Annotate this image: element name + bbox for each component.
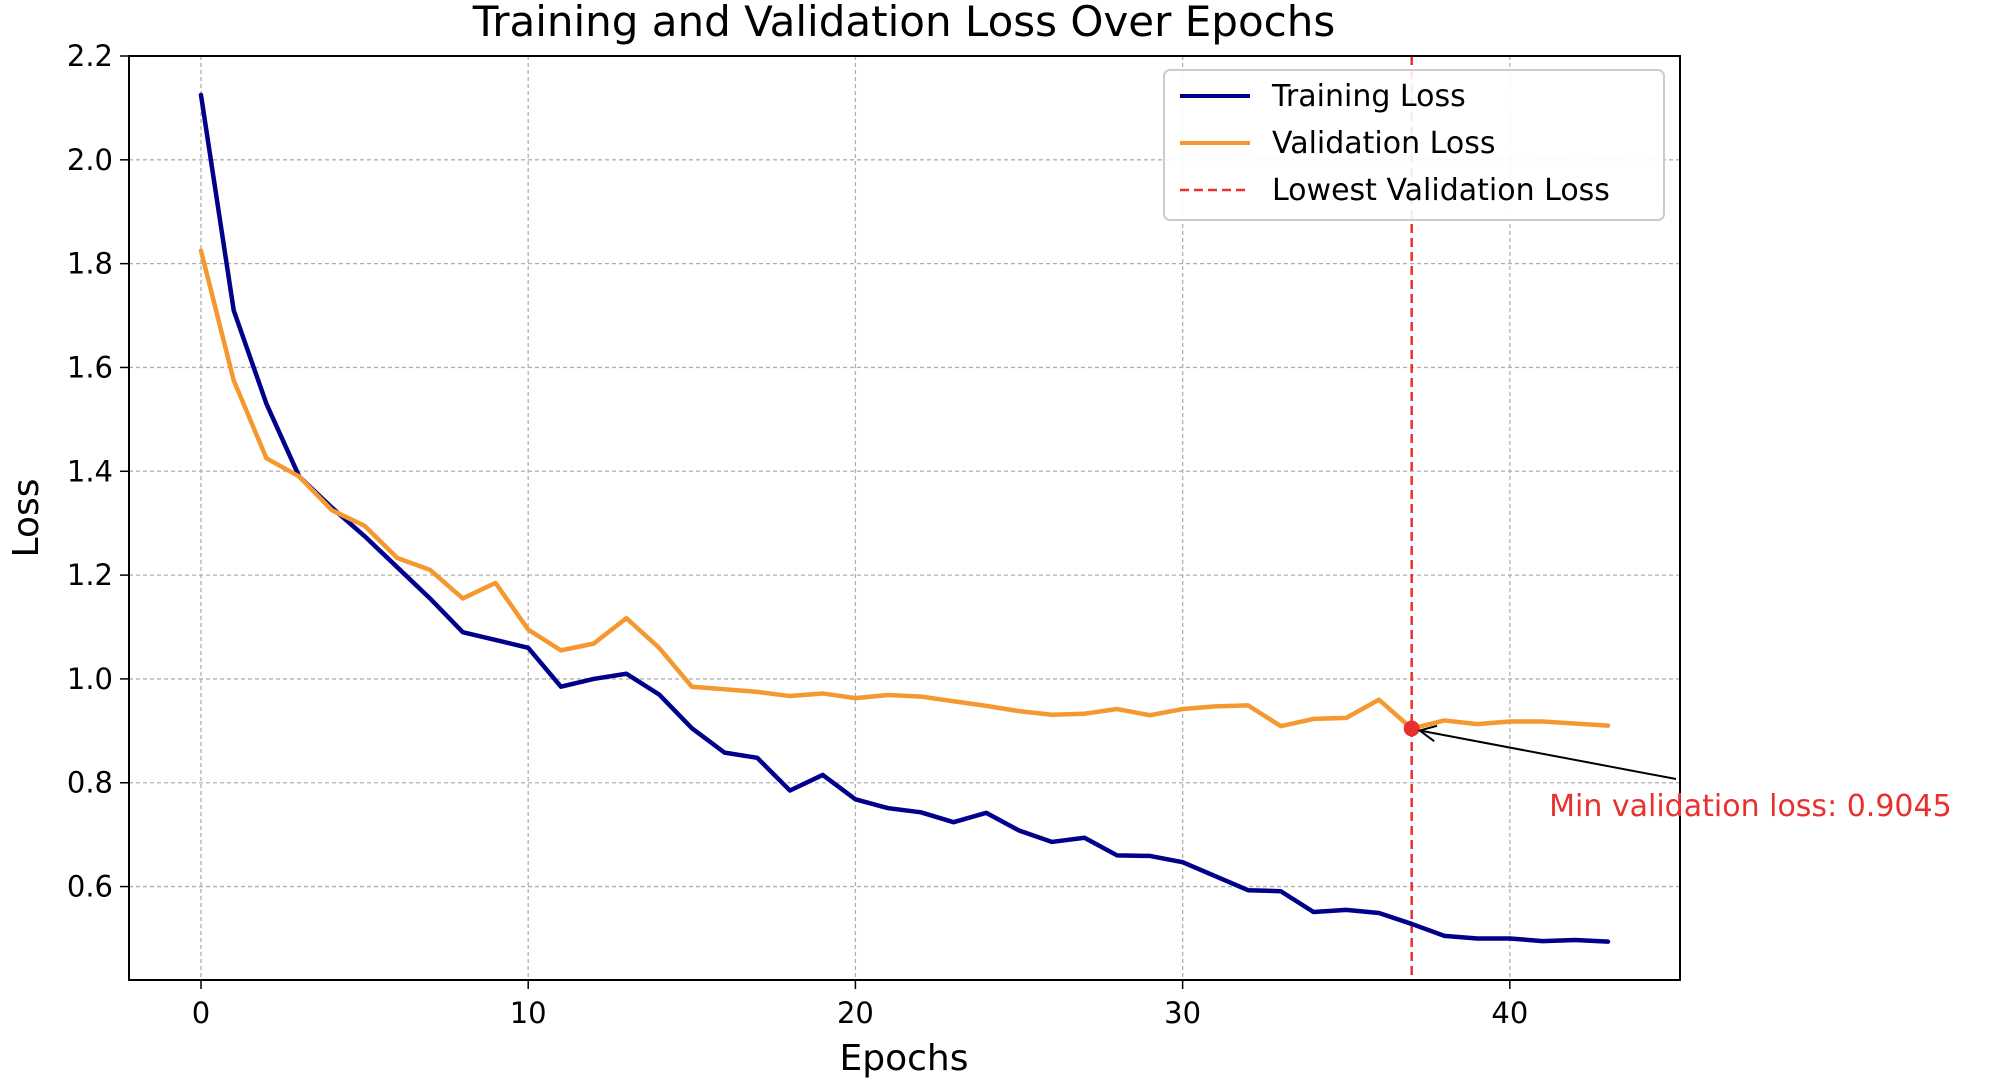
legend: Training Loss Validation Loss Lowest Val…: [1163, 69, 1665, 221]
x-axis-label: Epochs: [840, 1038, 969, 1079]
chart-title: Training and Validation Loss Over Epochs: [472, 0, 1336, 46]
annotation-arrow-shaft: [1419, 729, 1677, 780]
y-tick-label: 1.8: [67, 247, 113, 281]
y-tick-label: 2.2: [67, 39, 113, 73]
annotation-arrow-head: [1417, 724, 1438, 743]
legend-label-training-loss: Training Loss: [1271, 79, 1466, 114]
y-tick-label: 1.6: [67, 350, 113, 384]
plot-area-frame: [128, 55, 1681, 981]
annotation-layer: [1403, 720, 1677, 780]
y-tick-label: 2.0: [67, 143, 113, 177]
series-layer: [198, 92, 1611, 944]
y-tick-label: 1.0: [67, 662, 113, 696]
annotation-text: Min validation loss: 0.9045: [1549, 789, 1952, 824]
x-tick-label: 40: [1491, 996, 1528, 1030]
legend-label-validation-loss: Validation Loss: [1272, 126, 1495, 161]
x-tick-label: 10: [510, 996, 547, 1030]
y-tick-label: 1.4: [67, 454, 113, 488]
x-tick-label: 0: [192, 996, 210, 1030]
y-axis-label: Loss: [6, 479, 47, 558]
x-tick-label: 20: [837, 996, 874, 1030]
series-line-validation-loss: [198, 248, 1611, 731]
x-tick-label: 30: [1164, 996, 1201, 1030]
y-tick-label: 0.8: [67, 766, 113, 800]
y-tick-label: 0.6: [67, 870, 113, 904]
series-line-training-loss: [198, 92, 1611, 944]
legend-box: [1163, 69, 1665, 221]
legend-label-lowest-validation-loss: Lowest Validation Loss: [1272, 173, 1610, 208]
axis-ticks: 0 10 20 30 40 0.6 0.8 1.0 1.2 1.4 1.6 1.8 2.0 2.2: [67, 39, 1528, 1030]
y-tick-label: 1.2: [67, 558, 113, 592]
min-validation-loss-point: [1403, 720, 1420, 737]
